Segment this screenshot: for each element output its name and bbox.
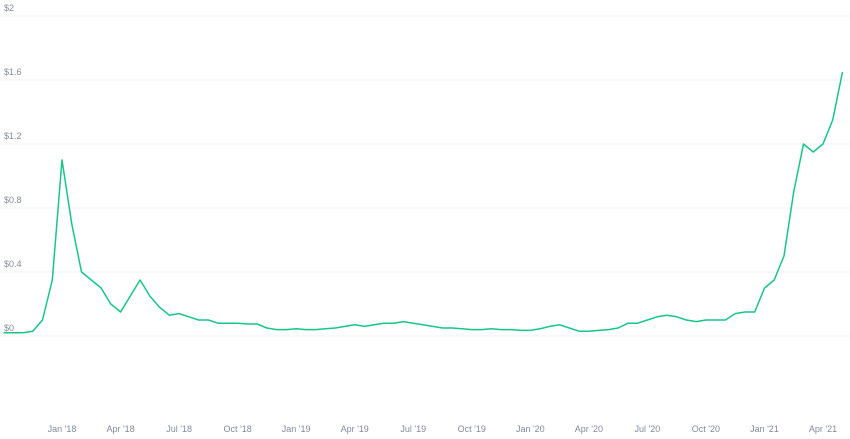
x-tick-label: Jan '21	[750, 424, 779, 434]
x-tick-label: Apr '19	[341, 424, 369, 434]
y-tick-label: $0.4	[4, 259, 22, 269]
x-tick-label: Jul '18	[166, 424, 192, 434]
y-tick-label: $0.8	[4, 195, 22, 205]
y-tick-label: $1.2	[4, 131, 22, 141]
x-tick-label: Jul '19	[400, 424, 426, 434]
x-tick-label: Oct '20	[692, 424, 720, 434]
x-tick-label: Jan '19	[282, 424, 311, 434]
price-line	[3, 71, 844, 334]
y-tick-label: $0	[4, 323, 14, 333]
x-tick-label: Jul '20	[635, 424, 661, 434]
x-tick-label: Jan '20	[516, 424, 545, 434]
x-tick-label: Oct '19	[458, 424, 486, 434]
x-tick-label: Apr '20	[575, 424, 603, 434]
x-tick-label: Apr '21	[809, 424, 837, 434]
x-tick-label: Apr '18	[106, 424, 134, 434]
x-tick-label: Oct '18	[224, 424, 252, 434]
y-tick-label: $2	[4, 3, 14, 13]
y-tick-label: $1.6	[4, 67, 22, 77]
x-tick-label: Jan '18	[48, 424, 77, 434]
